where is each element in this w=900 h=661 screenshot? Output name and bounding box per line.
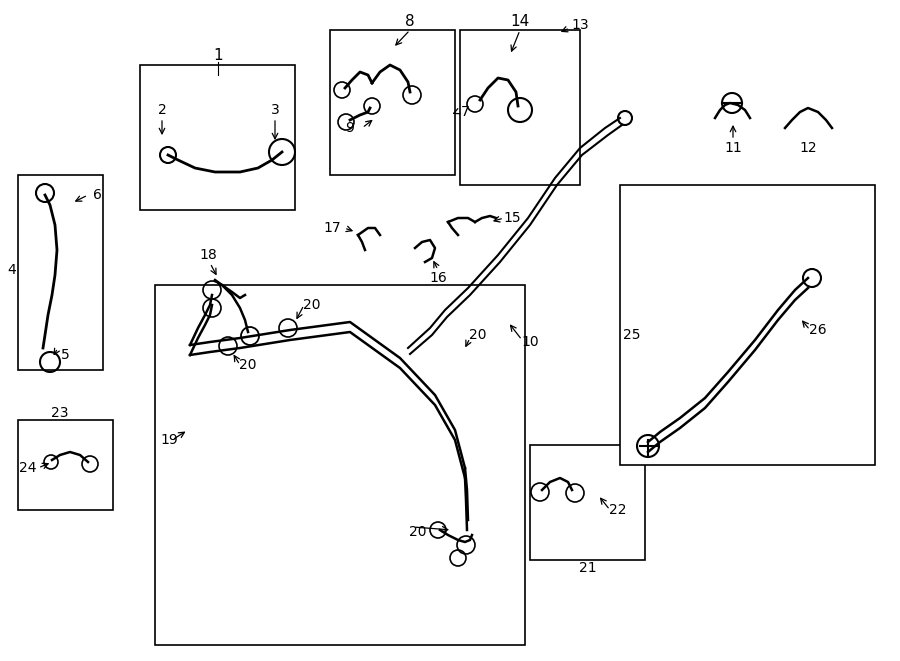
Text: 17: 17 xyxy=(323,221,341,235)
Text: 14: 14 xyxy=(510,15,529,30)
Text: 9: 9 xyxy=(346,121,355,135)
Text: 20: 20 xyxy=(239,358,256,372)
Bar xyxy=(155,285,525,645)
Bar xyxy=(18,420,113,510)
Bar xyxy=(140,65,295,210)
Bar xyxy=(460,30,580,185)
Text: 3: 3 xyxy=(271,103,279,117)
Text: 21: 21 xyxy=(580,561,597,575)
Text: 16: 16 xyxy=(429,271,447,285)
Text: 2: 2 xyxy=(158,103,166,117)
Bar xyxy=(530,445,645,560)
Text: 22: 22 xyxy=(609,503,626,517)
Text: 5: 5 xyxy=(60,348,69,362)
Text: 24: 24 xyxy=(19,461,37,475)
Text: 20: 20 xyxy=(303,298,320,312)
Text: 19: 19 xyxy=(160,433,178,447)
Text: 11: 11 xyxy=(724,141,742,155)
Text: 15: 15 xyxy=(503,211,521,225)
Text: 10: 10 xyxy=(521,335,539,349)
Text: 13: 13 xyxy=(572,18,589,32)
Text: 26: 26 xyxy=(809,323,827,337)
Bar xyxy=(620,185,875,465)
Text: 12: 12 xyxy=(799,141,817,155)
Text: 20: 20 xyxy=(469,328,487,342)
Text: 20: 20 xyxy=(410,525,427,539)
Bar xyxy=(330,30,455,175)
Text: 23: 23 xyxy=(51,406,68,420)
Text: 1: 1 xyxy=(213,48,223,63)
Text: 25: 25 xyxy=(623,328,641,342)
Text: 8: 8 xyxy=(405,15,415,30)
Text: 18: 18 xyxy=(199,248,217,262)
Text: 6: 6 xyxy=(93,188,102,202)
Text: 4: 4 xyxy=(7,263,16,277)
Text: 7: 7 xyxy=(461,105,470,119)
Bar xyxy=(18,175,103,370)
